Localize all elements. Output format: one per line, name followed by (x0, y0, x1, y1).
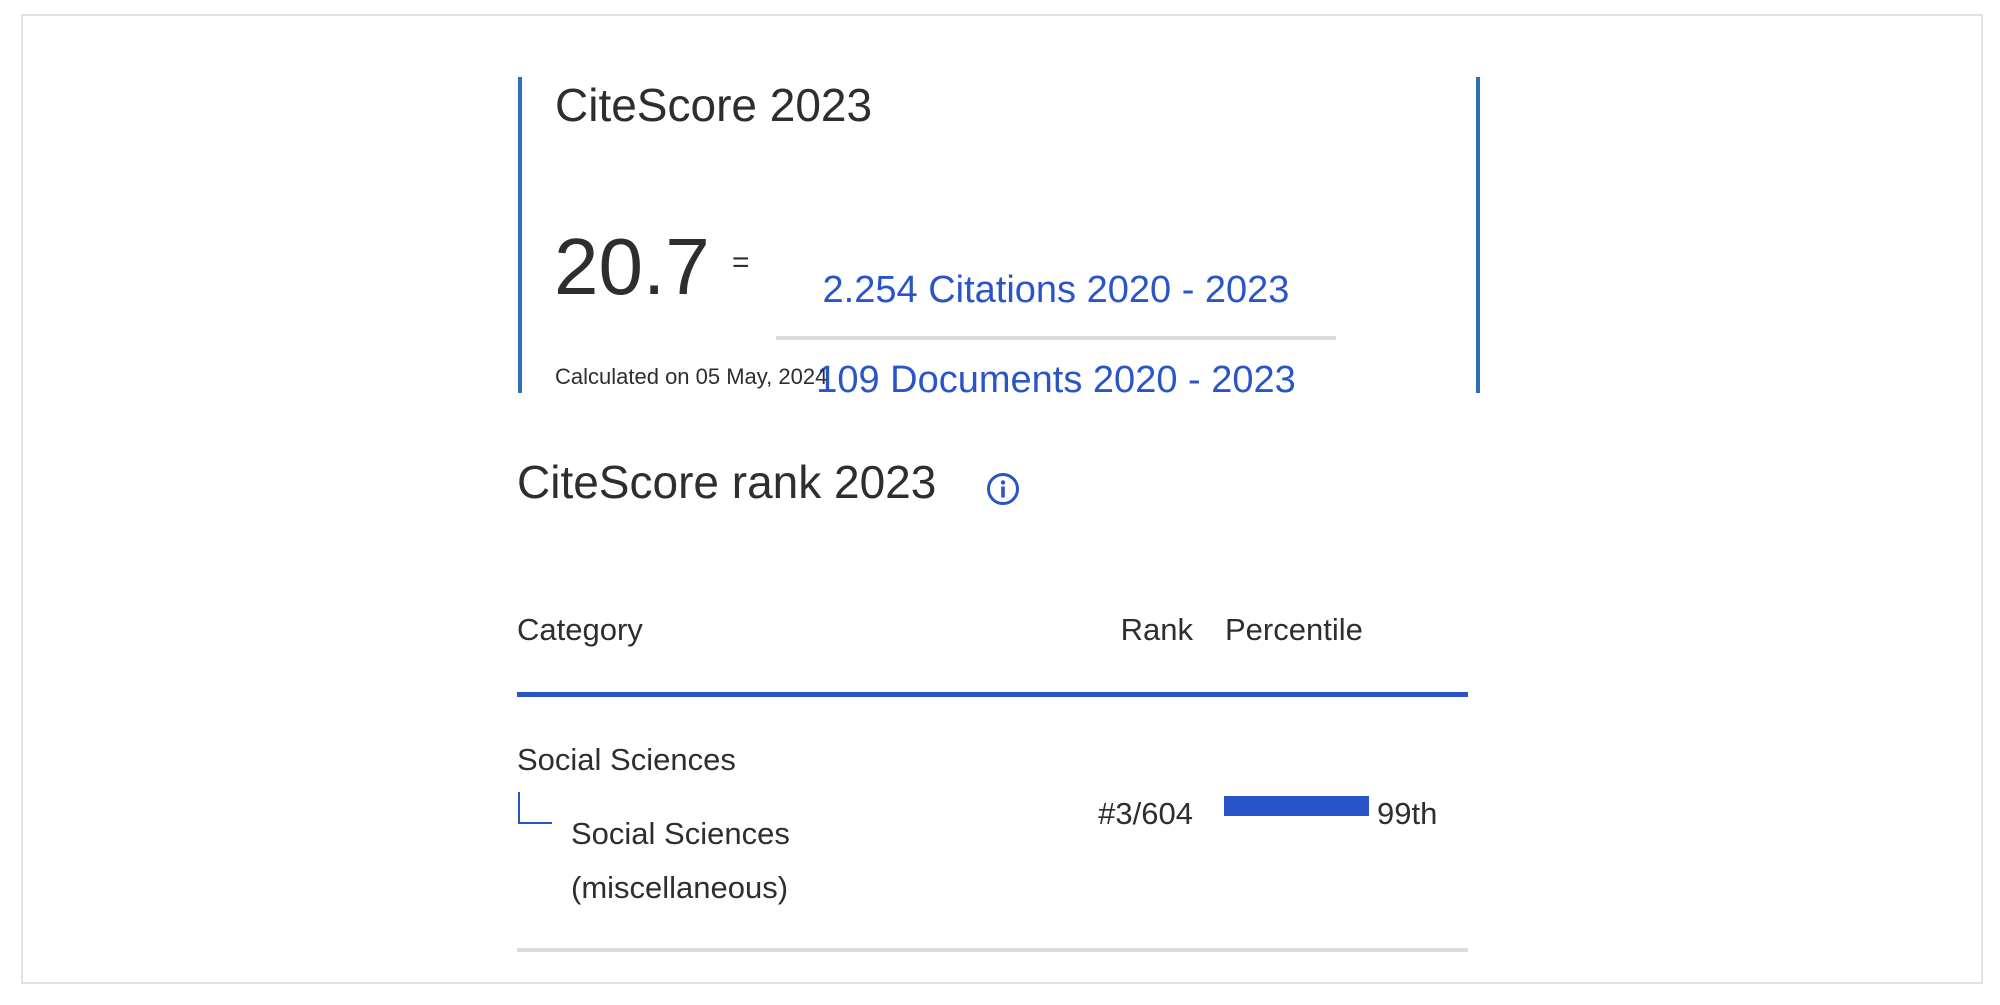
equals-sign: = (732, 246, 750, 279)
header-rank: Rank (1120, 612, 1193, 647)
citescore-title: CiteScore 2023 (555, 79, 873, 131)
header-category: Category (517, 612, 643, 647)
page-frame (21, 14, 1983, 984)
percentile-bar (1224, 796, 1370, 816)
category-parent: Social Sciences (517, 742, 736, 777)
citations-link[interactable]: 2.254 Citations 2020 - 2023 (822, 269, 1290, 311)
documents-link[interactable]: 109 Documents 2020 - 2023 (816, 359, 1296, 401)
tree-connector (518, 792, 552, 824)
category-child: Social Sciences (miscellaneous) (571, 816, 790, 905)
calculation-date: Calculated on 05 May, 2024 (555, 364, 828, 389)
fraction-divider (776, 336, 1336, 340)
citescore-fraction: 2.254 Citations 2020 - 2023 109 Document… (776, 185, 1336, 401)
header-percentile: Percentile (1225, 612, 1363, 647)
rank-table-header: Category Rank Percentile (517, 605, 1468, 655)
rank-title: CiteScore rank 2023 (517, 456, 937, 508)
table-row: Social Sciences Social Sciences (miscell… (517, 735, 1468, 910)
percentile-bar-fill (1224, 796, 1369, 816)
citescore-value: 20.7 (554, 222, 710, 311)
header-divider (517, 692, 1468, 697)
percentile-value: 99th (1377, 796, 1438, 831)
rank-value: #3/604 (1098, 796, 1193, 831)
row-divider (517, 948, 1468, 952)
citescore-panel: CiteScore 2023 20.7 = 2.254 Citations 20… (518, 77, 1480, 401)
info-circle-icon[interactable] (986, 472, 1020, 506)
